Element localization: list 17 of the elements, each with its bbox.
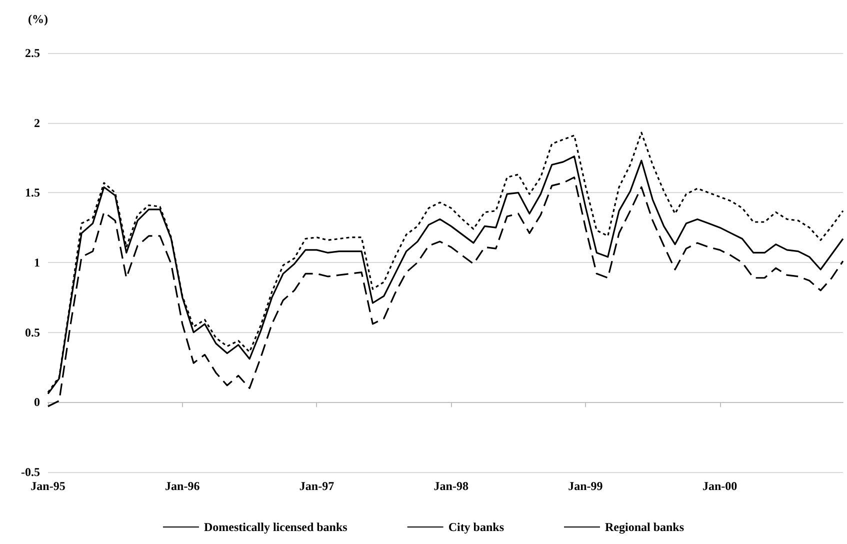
x-tick-label: Jan-98 [434, 479, 468, 493]
x-tick-label: Jan-00 [702, 479, 738, 493]
x-tick-label: Jan-99 [568, 479, 603, 493]
legend-label: Domestically licensed banks [204, 520, 348, 534]
y-tick-label: 2 [34, 116, 40, 130]
legend-label: City banks [448, 520, 504, 534]
y-tick-label: 1 [34, 256, 40, 270]
x-tick-label: Jan-97 [299, 479, 334, 493]
y-tick-label: 2.5 [25, 46, 40, 60]
y-tick-label: 0 [34, 395, 40, 410]
y-tick-label: -0.5 [21, 465, 40, 479]
x-tick-label: Jan-95 [30, 479, 66, 493]
y-tick-label: 0.5 [25, 325, 40, 340]
y-tick-label: 1.5 [25, 186, 40, 200]
legend-label: Regional banks [605, 520, 684, 534]
x-tick-label: Jan-96 [165, 479, 200, 493]
y-axis-title: (%) [28, 12, 48, 26]
